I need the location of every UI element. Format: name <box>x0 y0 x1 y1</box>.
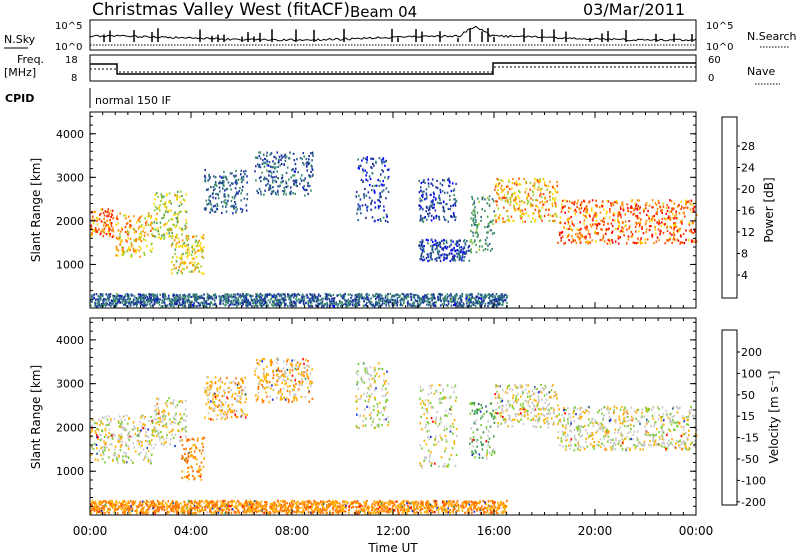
yaxis-tick-label: 4000 <box>56 128 84 141</box>
freq-tick-low: 8 <box>71 73 77 84</box>
cpid-value: normal 150 IF <box>95 94 171 107</box>
scatter-region <box>254 357 314 404</box>
time-tick-label: 04:00 <box>174 524 209 538</box>
scatter-region <box>254 151 314 197</box>
yaxis-tick-label: 1000 <box>56 258 84 271</box>
colorbar-tick-label: 24 <box>741 162 755 175</box>
colorbar-tick-label: 50 <box>741 389 755 402</box>
velocity-scatter <box>90 357 698 515</box>
colorbar-tick-label: 8 <box>741 248 748 261</box>
time-tick-label: 08:00 <box>275 524 310 538</box>
time-tick-label: 16:00 <box>477 524 512 538</box>
nave-label: Nave <box>747 65 775 78</box>
colorbar-tick-label: -50 <box>741 453 759 466</box>
freq-label-line1: Freq. <box>17 53 44 66</box>
colorbar-tick-label: 28 <box>741 140 755 153</box>
scatter-region <box>494 177 559 223</box>
yaxis-tick-label: 3000 <box>56 171 84 184</box>
nave-trace <box>90 66 696 73</box>
time-tick-label: 00:00 <box>679 524 714 538</box>
colorbar-tick-label: 15 <box>741 410 755 423</box>
velocity-colorbar-label: Velocity [m s⁻¹] <box>767 370 781 463</box>
scatter-region <box>204 376 248 421</box>
scatter-region <box>494 383 559 429</box>
colorbar-tick-label: 4 <box>741 269 748 282</box>
noise-tick-high-left: 10^5 <box>55 21 82 32</box>
colorbar-tick-label: 100 <box>741 367 762 380</box>
time-axis: 00:00 04:00 08:00 12:00 16:00 20:00 00:00 <box>73 524 714 538</box>
noise-panel: N.Sky 10^5 10^0 10^5 10^0 N.Search <box>4 19 797 53</box>
power-ylabel: Slant Range [km] <box>29 158 43 262</box>
scatter-region <box>557 199 698 245</box>
nave-tick-low: 0 <box>708 73 714 84</box>
colorbar-tick-label: 16 <box>741 205 755 218</box>
noise-tick-high-right: 10^5 <box>706 21 733 32</box>
yaxis-tick-label: 2000 <box>56 421 84 434</box>
scatter-region <box>90 499 508 515</box>
time-axis-label: Time UT <box>367 541 418 554</box>
colorbar-tick-label: -200 <box>741 496 766 509</box>
scatter-region <box>418 238 471 263</box>
colorbar-tick-label: -15 <box>741 432 759 445</box>
nave-tick-high: 60 <box>708 55 721 66</box>
time-tick-label: 20:00 <box>578 524 613 538</box>
scatter-region <box>90 208 115 238</box>
power-panel: 1000 2000 3000 4000 Slant Range [km] 28 24 20… <box>29 111 776 309</box>
scatter-region <box>469 401 496 460</box>
cpid-label: CPID <box>5 92 34 105</box>
scatter-region <box>355 362 390 430</box>
frequency-panel: Freq. [MHz] 18 8 60 0 Nave <box>4 53 780 85</box>
scatter-region <box>115 212 155 258</box>
time-tick-label: 12:00 <box>376 524 411 538</box>
scatter-region <box>90 292 509 308</box>
scatter-region <box>90 414 155 465</box>
noise-tick-low-left: 10^0 <box>55 42 82 53</box>
colorbar-tick-label: 12 <box>741 226 755 239</box>
power-colorbar-label: Power [dB] <box>762 177 776 242</box>
scatter-region <box>153 397 188 448</box>
noise-tick-low-right: 10^0 <box>706 42 733 53</box>
scatter-region <box>203 168 249 215</box>
nsky-label: N.Sky <box>4 33 36 46</box>
yaxis-tick-label: 3000 <box>56 378 84 391</box>
figure-title: Christmas Valley West (fitACF) <box>92 0 350 20</box>
power-scatter <box>90 151 698 308</box>
power-axis-ticks: 1000 2000 3000 4000 <box>56 112 697 308</box>
time-tick-label: 00:00 <box>73 524 108 538</box>
velocity-axis-ticks: 1000 2000 3000 4000 <box>56 318 697 515</box>
colorbar-tick-label: 20 <box>741 183 755 196</box>
velocity-ylabel: Slant Range [km] <box>29 365 43 469</box>
power-colorbar: 28 24 20 16 12 8 4 <box>721 116 755 299</box>
freq-tick-high: 18 <box>65 55 78 66</box>
scatter-region <box>355 156 390 223</box>
velocity-panel: 1000 2000 3000 4000 Slant Range [km] 200 100… <box>29 317 781 516</box>
yaxis-tick-label: 4000 <box>56 334 84 347</box>
scatter-region <box>469 195 496 254</box>
scatter-region <box>170 234 205 276</box>
beam-label: Beam 04 <box>350 3 417 21</box>
yaxis-tick-label: 1000 <box>56 465 84 478</box>
freq-label-line2: [MHz] <box>4 66 36 79</box>
cpid-panel: CPID normal 150 IF <box>5 88 171 108</box>
velocity-colorbar: 200 100 50 15 -15 -50 -100 -200 <box>721 329 766 509</box>
colorbar-tick-label: -100 <box>741 474 766 487</box>
yaxis-tick-label: 2000 <box>56 215 84 228</box>
scatter-region <box>419 383 458 469</box>
colorbar-tick-label: 200 <box>741 346 762 359</box>
frequency-trace <box>90 62 696 75</box>
noise-trace <box>89 25 697 46</box>
scatter-region <box>181 436 206 481</box>
scatter-region <box>153 190 188 240</box>
scatter-region <box>418 177 458 224</box>
date-label: 03/Mar/2011 <box>583 0 685 19</box>
scatter-region <box>557 405 698 452</box>
nsearch-label: N.Search <box>747 30 797 43</box>
